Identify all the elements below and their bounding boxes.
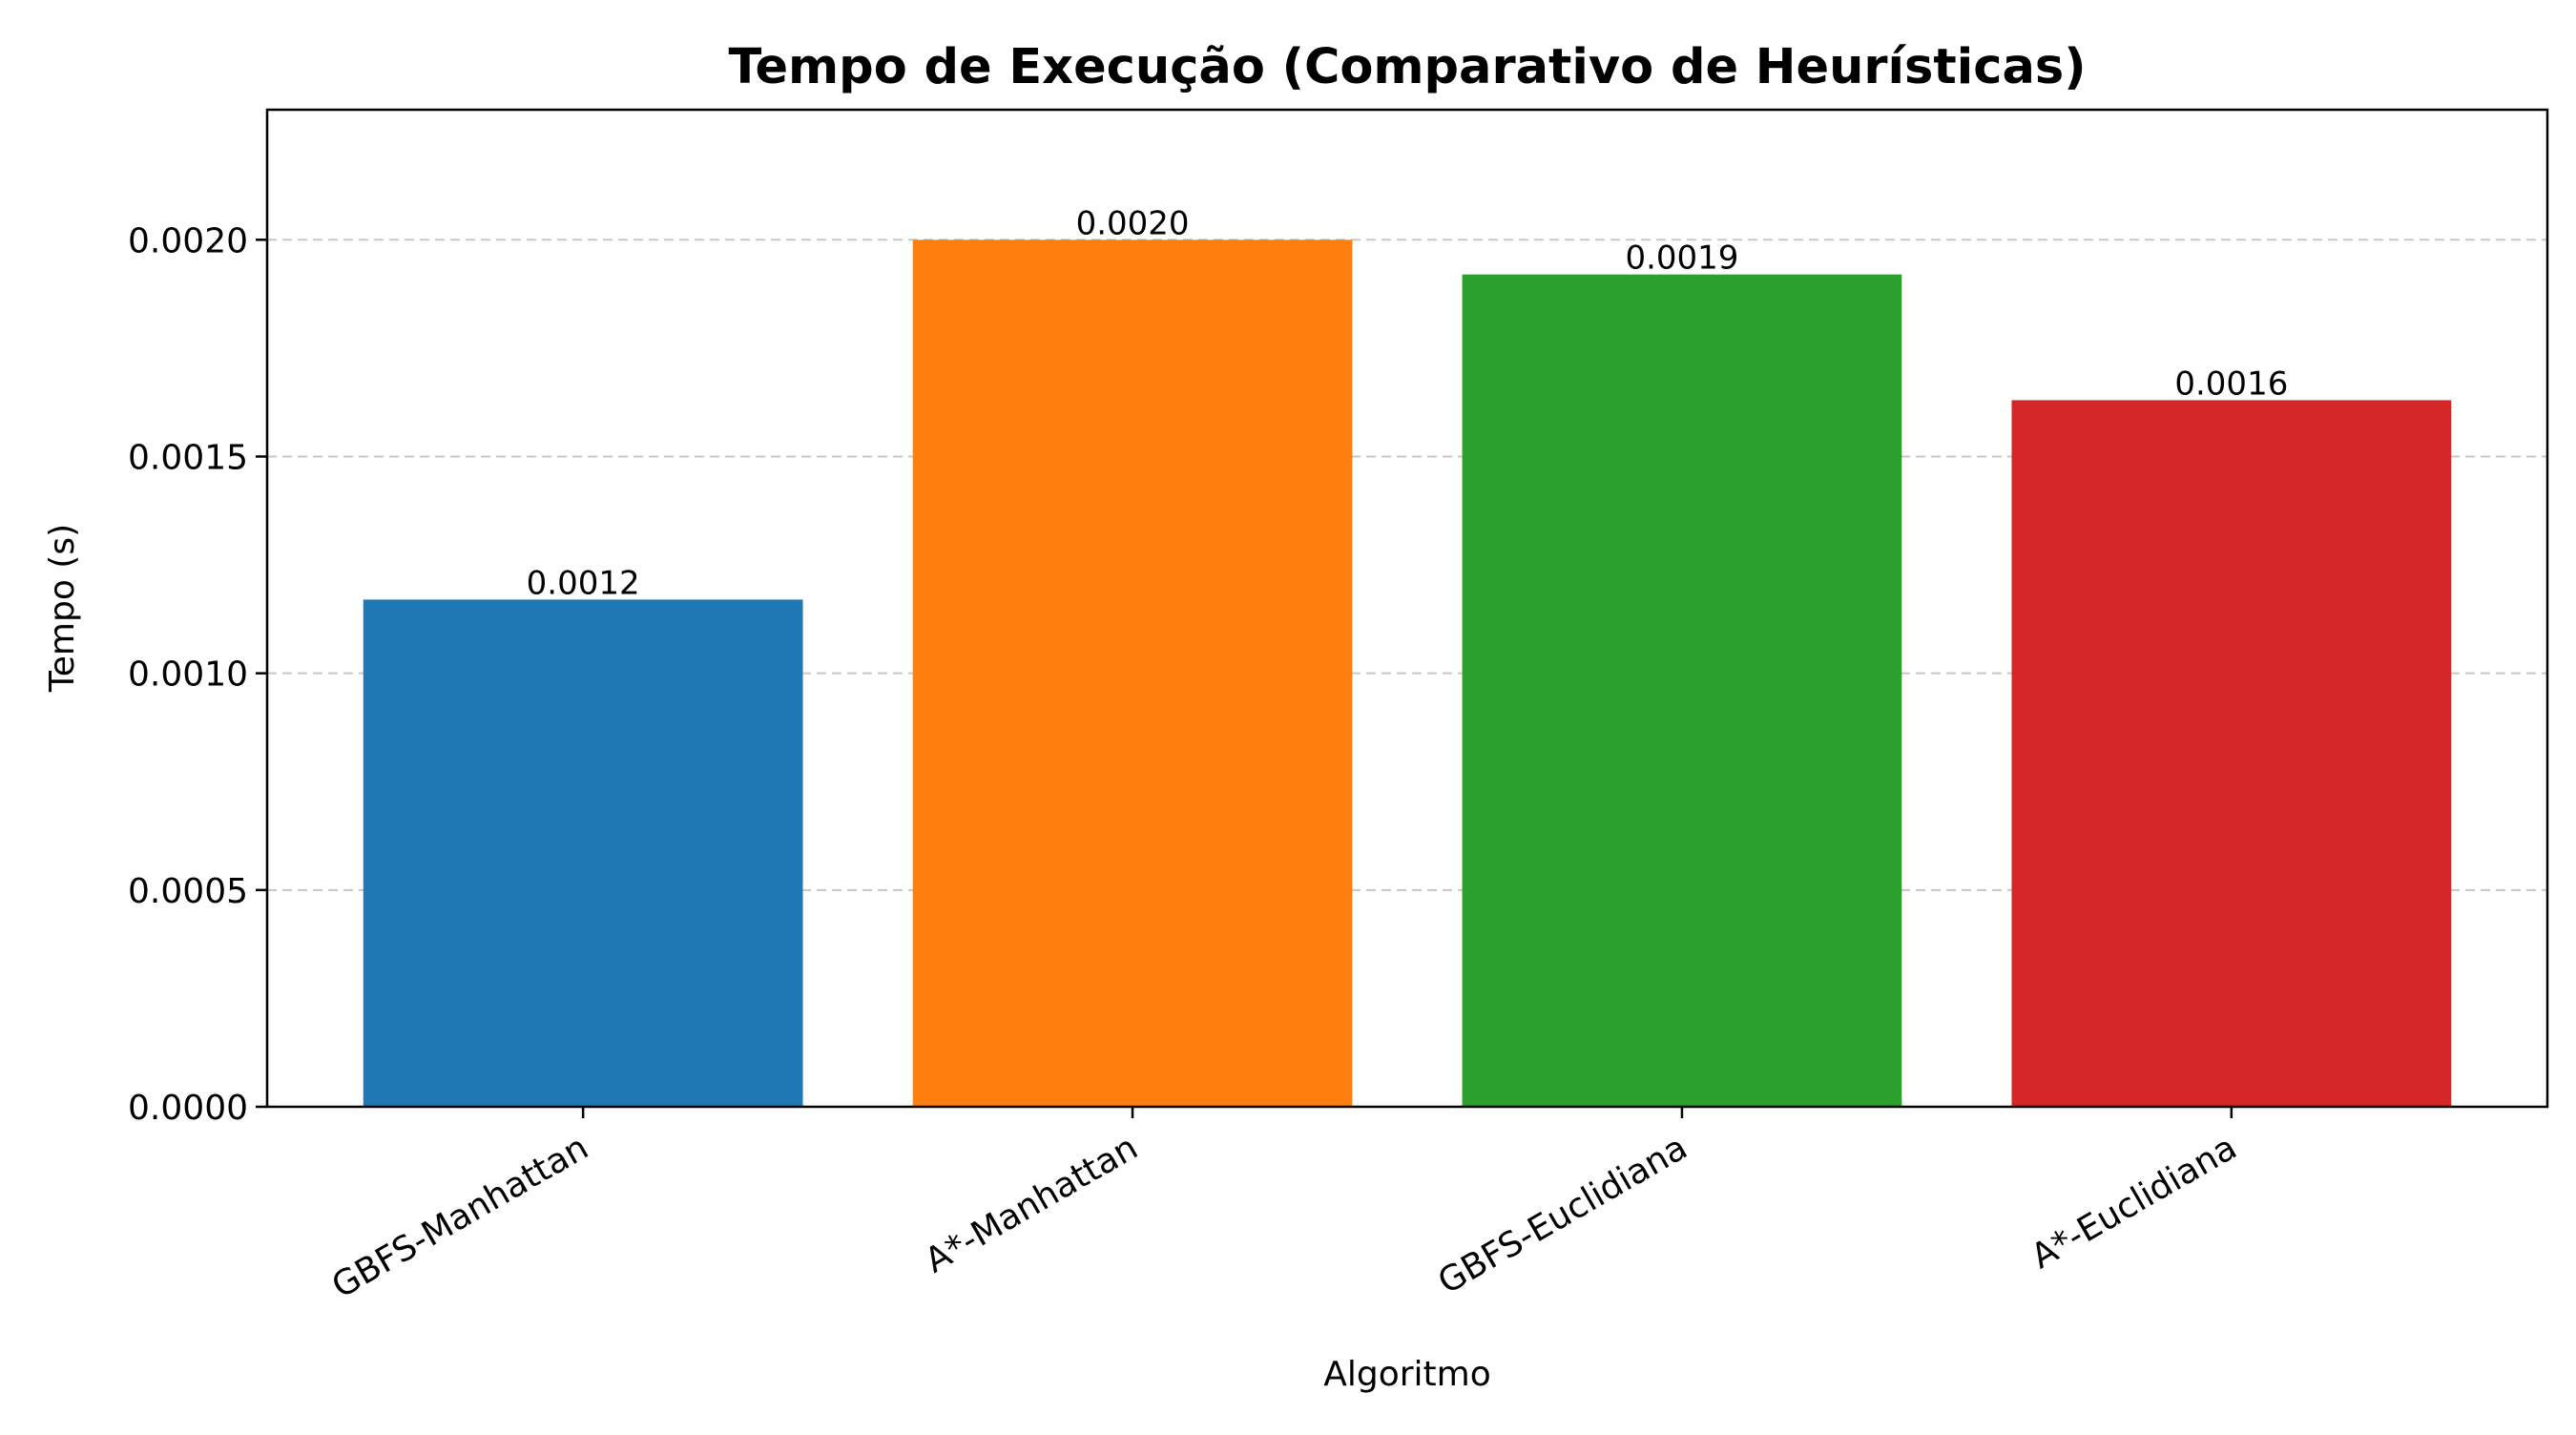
data-labels: 0.0012 0.0020 0.0019 0.0016 — [527, 204, 2289, 602]
bar-value-label: 0.0016 — [2174, 364, 2288, 403]
bar-value-label: 0.0012 — [527, 564, 640, 602]
x-axis-ticks: GBFS-Manhattan A*-Manhattan GBFS-Euclidian… — [325, 1107, 2243, 1306]
x-tick-label: A*-Euclidiana — [2025, 1128, 2243, 1277]
y-tick-label: 0.0020 — [128, 221, 248, 260]
y-tick-label: 0.0010 — [128, 655, 248, 695]
plot-frame — [265, 108, 2549, 1109]
y-tick-label: 0.0005 — [128, 872, 248, 911]
bar-layer — [363, 239, 2452, 1108]
bar-value-label: 0.0020 — [1076, 204, 1190, 242]
x-tick-label: GBFS-Euclidiana — [1432, 1128, 1694, 1301]
x-tick-label: GBFS-Manhattan — [325, 1128, 594, 1306]
bar — [1462, 274, 1902, 1107]
bar — [2011, 400, 2452, 1107]
y-tick-label: 0.0000 — [128, 1089, 248, 1128]
bar — [912, 239, 1353, 1108]
x-axis-label: Algoritmo — [1323, 1355, 1491, 1394]
bar — [363, 599, 803, 1107]
bar-value-label: 0.0019 — [1625, 239, 1738, 278]
x-tick-label: A*-Manhattan — [919, 1128, 1145, 1280]
chart-title: Tempo de Execução (Comparativo de Heurís… — [728, 39, 2086, 95]
y-axis-ticks: 0.0000 0.0005 0.0010 0.0015 0.0020 — [128, 221, 267, 1128]
y-tick-label: 0.0015 — [128, 438, 248, 477]
y-axis-label: Tempo (s) — [43, 524, 82, 693]
